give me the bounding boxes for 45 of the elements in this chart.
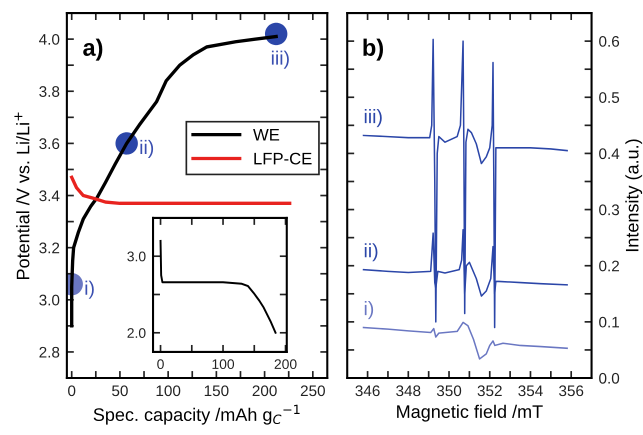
y-tick-label: 4.0 — [39, 34, 60, 45]
y-tick-label: 3.4 — [39, 190, 60, 202]
series-label: i) — [364, 301, 374, 320]
x-tick-label: 352 — [478, 385, 502, 396]
y-tick-label: 2.0 — [127, 328, 146, 338]
x-tick-label: 354 — [518, 385, 543, 396]
x-tick-label: 346 — [355, 385, 380, 396]
y-tick-label: 0.2 — [599, 260, 619, 272]
y-tick-label: 0.6 — [599, 36, 620, 47]
x-tick-label: 250 — [300, 385, 325, 396]
y-tick-label: 0.4 — [599, 148, 620, 160]
y-tick-label: 0.3 — [599, 204, 620, 216]
series-label: iii) — [364, 108, 382, 128]
x-tick-label: 356 — [559, 385, 584, 396]
x-tick-label: 150 — [204, 385, 229, 396]
y-tick-label: 3.0 — [39, 294, 60, 306]
x-axis-title: Magnetic field /mT — [397, 404, 543, 422]
x-tick-label: 350 — [436, 385, 462, 396]
x-tick-label: 100 — [212, 359, 234, 370]
annotation: b) — [363, 38, 383, 61]
x-tick-label: 200 — [274, 359, 297, 370]
x-tick-label: 348 — [396, 385, 420, 396]
y-tick-label: 0.1 — [599, 316, 619, 328]
annotation: ii) — [140, 140, 154, 158]
y-tick-label: 3.2 — [39, 242, 60, 254]
y-tick-label: 3.0 — [127, 252, 146, 262]
y-axis-title: Potential /V vs. Li/Li$^{+}$ — [14, 112, 30, 280]
y-tick-label: 0.5 — [599, 92, 620, 103]
annotation: i) — [85, 280, 94, 299]
x-tick-label: 200 — [252, 385, 277, 396]
x-axis-title: Spec. capacity /mAh g$_{C}$$^{−1}$ — [94, 404, 300, 425]
y-axis-title: Intensity (a.u.) — [625, 139, 642, 252]
y-tick-label: 2.8 — [39, 346, 60, 358]
x-tick-label: 50 — [112, 385, 128, 396]
x-tick-label: 0 — [157, 359, 164, 370]
y-tick-label: 0.0 — [599, 372, 620, 384]
x-tick-label: 0 — [68, 385, 76, 396]
y-tick-label: 3.8 — [39, 86, 60, 97]
series-label: ii) — [364, 243, 378, 262]
annotation: a) — [83, 38, 102, 61]
legend-label: WE — [253, 128, 280, 140]
annotation: iii) — [272, 50, 289, 69]
x-tick-label: 100 — [156, 385, 180, 396]
y-tick-label: 3.6 — [39, 138, 60, 150]
legend-label: LFP-CE — [254, 152, 312, 164]
